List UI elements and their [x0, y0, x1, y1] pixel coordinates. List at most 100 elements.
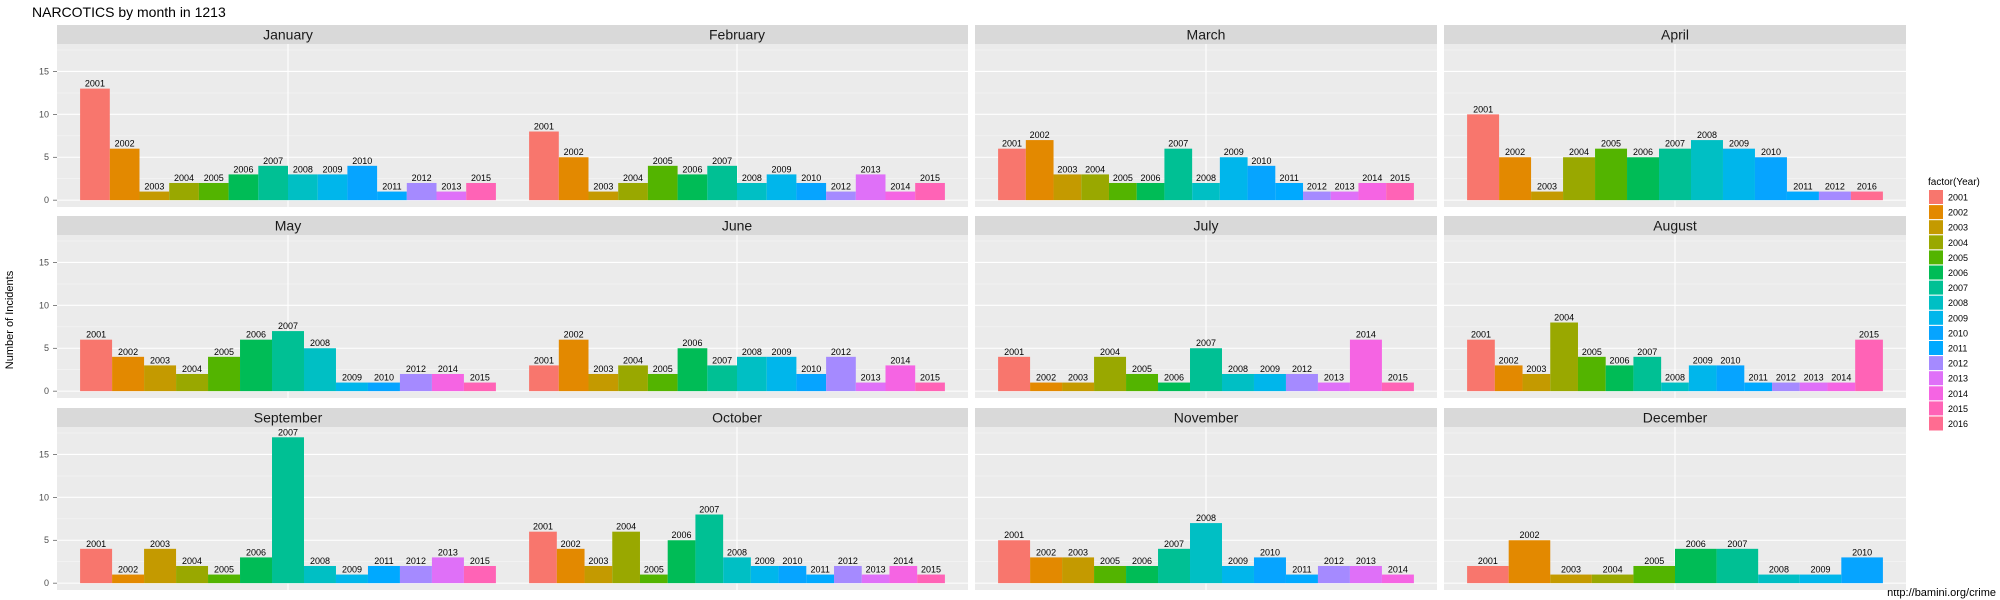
bar-april-2011 [1786, 191, 1819, 201]
facet-strip [975, 216, 1437, 235]
facet-strip-label: February [709, 27, 765, 43]
bar-label: 2015 [471, 173, 491, 183]
legend-key-2008 [1929, 295, 1943, 310]
bar-label: 2013 [1324, 373, 1344, 383]
bar-label: 2006 [1610, 355, 1630, 365]
facet-panel-july: July 2001 2002 2003 2004 2005 2006 2007 2008 2009… [975, 216, 1437, 398]
facet-strip [57, 216, 519, 235]
bar-june-2009 [766, 356, 797, 392]
legend-key-2004 [1929, 235, 1943, 250]
legend: factor(Year) 200120022003200420052006200… [1928, 177, 1980, 431]
bar-february-2012 [826, 191, 856, 201]
bar-december-2009 [1799, 574, 1842, 584]
bar-september-2008 [303, 565, 336, 584]
bar-july-2015 [1381, 382, 1414, 392]
bar-label: 2004 [1085, 164, 1105, 174]
facet-strip-label: July [1194, 218, 1219, 234]
bar-label: 2015 [920, 373, 940, 383]
bar-april-2002 [1499, 157, 1532, 201]
bar-label: 2001 [534, 355, 554, 365]
chart-title: NARCOTICS by month in 1213 [32, 4, 226, 20]
bar-february-2004 [618, 182, 648, 201]
bar-label: 2001 [86, 330, 106, 340]
facet-strip [506, 216, 968, 235]
bar-october-2015 [917, 574, 945, 584]
bar-june-2008 [737, 356, 767, 392]
facet-strip [506, 408, 968, 427]
bar-may-2008 [303, 348, 336, 392]
legend-title: factor(Year) [1928, 177, 1980, 188]
bar-september-2012 [399, 565, 432, 584]
y-axis-label: Number of Incidents [4, 270, 16, 369]
bar-label: 2006 [233, 164, 253, 174]
legend-label: 2006 [1948, 268, 1968, 278]
legend-label: 2012 [1948, 359, 1968, 369]
legend-label: 2002 [1948, 208, 1968, 218]
bar-label: 2001 [86, 539, 106, 549]
bar-label: 2006 [682, 164, 702, 174]
bar-january-2010 [347, 165, 378, 201]
bar-label: 2001 [1473, 104, 1493, 114]
bar-april-2003 [1531, 191, 1564, 201]
bar-label: 2008 [1665, 373, 1685, 383]
facet-strip-label: April [1661, 27, 1689, 43]
bar-march-2009 [1219, 157, 1248, 201]
y-tick-label: 5 [44, 152, 49, 162]
bar-september-2004 [176, 565, 209, 584]
bar-label: 2014 [890, 182, 910, 192]
bar-label: 2003 [1057, 164, 1077, 174]
bar-label: 2004 [616, 522, 636, 532]
legend-label: 2014 [1948, 389, 1968, 399]
bar-label: 2010 [801, 173, 821, 183]
bar-february-2014 [885, 191, 916, 201]
bar-label: 2007 [1665, 139, 1685, 149]
bar-april-2010 [1754, 157, 1787, 201]
bar-label: 2012 [1307, 182, 1327, 192]
bar-label: 2007 [278, 427, 298, 437]
bar-label: 2001 [1471, 330, 1491, 340]
bar-may-2014 [431, 373, 464, 392]
bar-label: 2008 [742, 347, 762, 357]
bar-june-2007 [707, 365, 737, 392]
bar-label: 2005 [653, 364, 673, 374]
facet-panel-february: February 2001 2002 2003 2004 2005 2006 2007 2008… [506, 25, 968, 207]
bar-june-2015 [915, 382, 945, 392]
legend-key-2011 [1929, 341, 1943, 355]
legend-items: 2001 2002 2003 2004 2005 2006 2007 2008 2009 2010… [1929, 190, 1968, 431]
bar-november-2006 [1126, 565, 1159, 584]
bar-label: 2001 [533, 522, 553, 532]
bar-january-2005 [198, 182, 229, 201]
bar-label: 2008 [293, 164, 313, 174]
facet-strip [1444, 25, 1906, 44]
bar-label: 2007 [699, 505, 719, 515]
facet-panel-june: June 2001 2002 2003 2004 2005 2006 2007 2008 2009… [506, 216, 968, 398]
bar-label: 2012 [412, 173, 432, 183]
bar-april-2001 [1467, 114, 1500, 201]
bar-label: 2003 [1561, 565, 1581, 575]
bar-label: 2007 [1164, 539, 1184, 549]
bar-label: 2010 [801, 364, 821, 374]
facet-panel-april: April 2001 2002 2003 2004 2005 2006 2007 2008 200… [1444, 25, 1906, 207]
bar-february-2013 [855, 174, 886, 201]
bar-label: 2012 [1324, 556, 1344, 566]
bar-may-2001 [80, 339, 113, 392]
bar-label: 2002 [115, 139, 135, 149]
bar-label: 2006 [1164, 373, 1184, 383]
bar-label: 2005 [1601, 139, 1621, 149]
bar-april-2005 [1595, 148, 1628, 201]
y-tick-label: 15 [39, 66, 49, 76]
bar-label: 2006 [682, 338, 702, 348]
bar-label: 2006 [1132, 556, 1152, 566]
bar-november-2003 [1062, 557, 1095, 584]
bar-label: 2001 [1004, 530, 1024, 540]
legend-key-2013 [1929, 371, 1943, 386]
bar-label: 2007 [1727, 539, 1747, 549]
bar-june-2005 [647, 373, 678, 392]
bar-august-2003 [1522, 373, 1551, 392]
bar-label: 2007 [1196, 338, 1216, 348]
facet-panel-november: November 2001 2002 2003 2005 2006 2007 2008 2009… [975, 408, 1437, 590]
legend-key-2007 [1929, 280, 1943, 295]
bar-label: 2007 [1168, 139, 1188, 149]
bar-april-2007 [1659, 148, 1691, 201]
